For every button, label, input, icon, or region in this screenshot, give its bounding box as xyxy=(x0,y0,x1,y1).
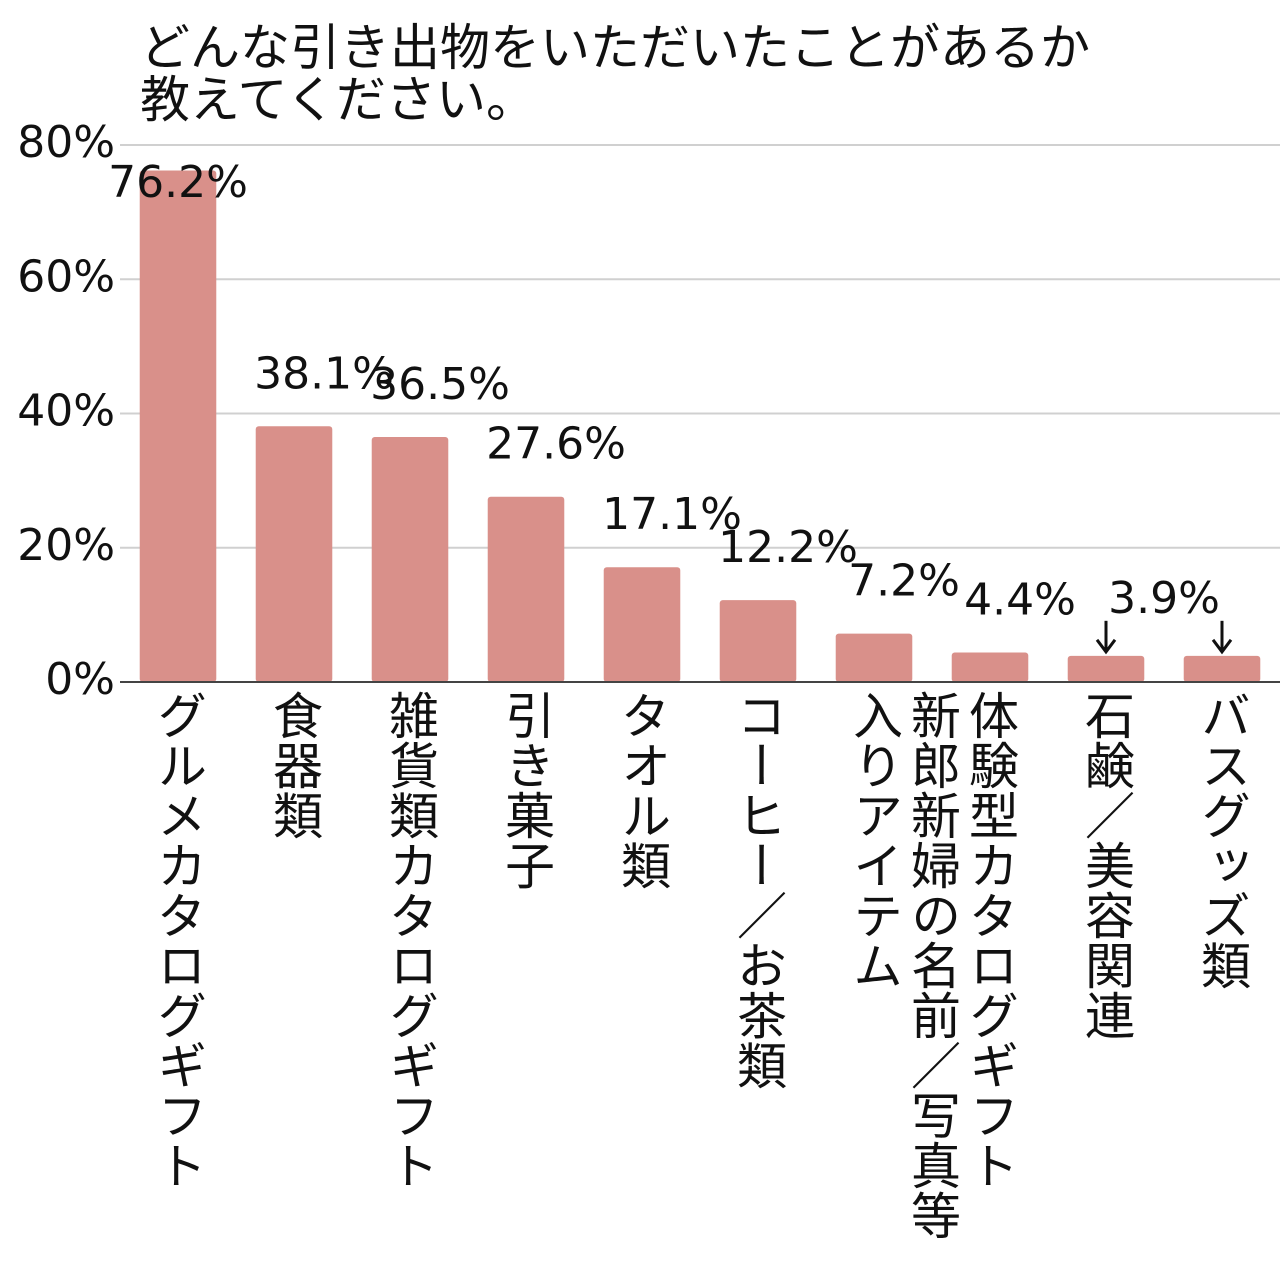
value-label: 27.6% xyxy=(486,419,626,470)
x-tick-label: 体験型カタログギフト xyxy=(961,690,1019,1190)
value-label: 36.5% xyxy=(370,359,510,410)
x-tick-label: 石鹸／美容関連 xyxy=(1077,690,1135,1040)
value-label: 3.9% xyxy=(1108,573,1220,624)
bar xyxy=(603,567,681,682)
bar xyxy=(719,600,797,682)
bar xyxy=(139,170,217,682)
x-tick-label: グルメカタログギフト xyxy=(149,690,207,1190)
x-tick-label: 雑貨類カタログギフト xyxy=(381,690,439,1190)
arrow-head xyxy=(1095,638,1117,655)
x-tick-label: 新郎新婦の名前／写真等入りアイテム xyxy=(845,690,961,1240)
y-tick-label: 80% xyxy=(17,117,115,168)
bar xyxy=(835,633,913,682)
chart-title: どんな引き出物をいただいたことがあるか教えてください。 xyxy=(140,19,1090,129)
bar xyxy=(255,426,333,682)
value-label: 76.2% xyxy=(108,157,248,208)
value-label: 38.1% xyxy=(254,348,394,399)
value-label: 7.2% xyxy=(848,556,960,607)
y-tick-label: 40% xyxy=(17,386,115,437)
bar xyxy=(1067,655,1145,682)
y-tick-label: 20% xyxy=(17,520,115,571)
bar xyxy=(487,496,565,682)
x-tick-label: 食器類 xyxy=(265,690,323,840)
x-tick-label: バスグッズ類 xyxy=(1193,690,1251,990)
x-tick-label: 引き菓子 xyxy=(497,690,555,890)
value-label: 4.4% xyxy=(964,574,1076,625)
x-tick-label: コーヒー／お茶類 xyxy=(729,690,787,1090)
value-label: 12.2% xyxy=(718,522,858,573)
bar xyxy=(951,652,1029,682)
y-tick-label: 0% xyxy=(45,654,115,705)
x-tick-label: タオル類 xyxy=(613,690,671,890)
bar xyxy=(371,436,449,682)
value-label: 17.1% xyxy=(602,489,742,540)
bar xyxy=(1183,655,1261,682)
y-tick-label: 60% xyxy=(17,251,115,302)
arrow-head xyxy=(1211,638,1233,655)
